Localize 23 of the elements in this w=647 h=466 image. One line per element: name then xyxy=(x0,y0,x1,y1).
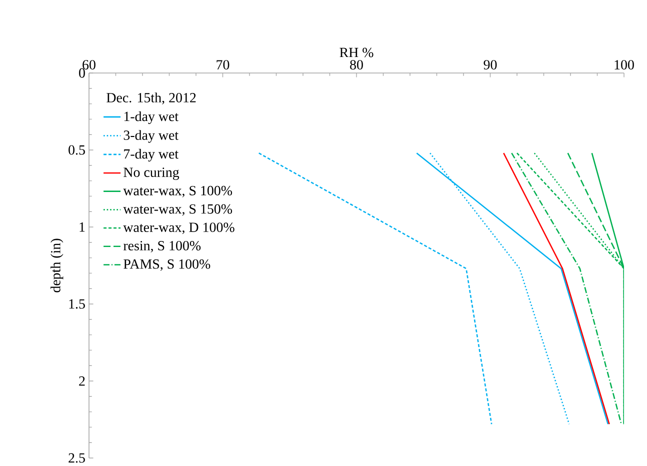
x-axis-title: RH % xyxy=(340,48,374,58)
legend-label: 1-day wet xyxy=(124,111,178,124)
legend-label: water-wax, S 100% xyxy=(123,186,232,198)
y-tick-label: 1.5 xyxy=(69,299,85,309)
y-tick-label: 0.5 xyxy=(68,145,85,155)
x-tick-label: 70 xyxy=(216,60,230,70)
legend-label: resin, S 100% xyxy=(123,240,201,252)
x-tick-label: 80 xyxy=(350,60,363,70)
y-tick-label: 0 xyxy=(79,68,85,78)
legend-label: water-wax, S 150% xyxy=(123,204,232,216)
legend-title: Dec. 15th, 2012 xyxy=(106,92,196,104)
x-tick-label: 90 xyxy=(484,60,497,70)
y-tick-label: 1 xyxy=(80,222,85,232)
x-tick-label: 100 xyxy=(614,60,634,70)
legend-label: 3-day wet xyxy=(124,130,178,143)
legend-label: water-wax, D 100% xyxy=(123,222,234,234)
y-tick-label: 2.5 xyxy=(68,453,85,463)
x-tick-label: 60 xyxy=(82,60,96,70)
y-tick-label: 2 xyxy=(79,376,85,386)
legend-label: 7-day wet xyxy=(124,148,178,162)
legend-label: No curing xyxy=(124,168,180,180)
legend-label: PAMS, S 100% xyxy=(124,259,210,271)
y-axis-title: depth (in) xyxy=(50,238,64,292)
